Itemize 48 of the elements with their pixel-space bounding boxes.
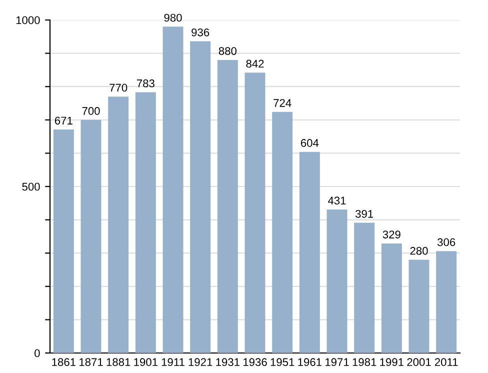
- bar: [381, 243, 402, 353]
- data-label: 783: [136, 79, 154, 88]
- bar: [53, 130, 74, 353]
- x-tick-label: 1991: [380, 358, 404, 366]
- bar: [217, 60, 238, 353]
- bar: [244, 72, 266, 353]
- data-label: 980: [164, 14, 182, 22]
- data-label: 431: [328, 196, 346, 205]
- data-label: 671: [54, 116, 72, 125]
- bar: [299, 152, 320, 353]
- bar: [408, 260, 430, 353]
- x-tick-label: 1881: [106, 358, 130, 366]
- x-tick-label: 1871: [79, 358, 103, 366]
- data-label: 700: [82, 107, 100, 115]
- bar: [135, 92, 156, 353]
- y-tick-label: 0: [34, 349, 40, 358]
- data-label: 724: [274, 99, 292, 107]
- bar: [80, 120, 102, 353]
- bar: [190, 41, 211, 353]
- bar: [272, 112, 293, 353]
- bar: [436, 251, 457, 353]
- data-label: 306: [437, 238, 456, 246]
- bar: [326, 209, 348, 353]
- x-tick-label: 1961: [298, 358, 322, 366]
- data-label: 391: [355, 210, 374, 218]
- data-label: 280: [410, 246, 428, 255]
- x-tick-label: 1931: [216, 358, 240, 366]
- bar: [354, 222, 375, 353]
- x-tick-label: 1901: [134, 358, 158, 366]
- data-label: 842: [246, 60, 264, 68]
- y-tick-label: 1000: [16, 16, 40, 24]
- x-tick-label: 2011: [434, 358, 458, 366]
- data-label: 604: [300, 139, 319, 147]
- x-tick-label: 1971: [325, 358, 349, 366]
- data-label: 329: [382, 230, 400, 238]
- data-label: 936: [192, 28, 210, 36]
- x-tick-label: 1861: [52, 358, 76, 366]
- bar: [108, 96, 129, 353]
- x-tick-label: 1936: [243, 358, 267, 366]
- bar: [162, 26, 184, 353]
- y-tick-label: 500: [22, 182, 40, 191]
- data-label: 770: [110, 84, 128, 92]
- x-tick-label: 2001: [407, 358, 431, 366]
- x-tick-label: 1981: [352, 358, 376, 366]
- x-tick-label: 1921: [188, 358, 212, 366]
- x-tick-label: 1911: [162, 358, 184, 366]
- data-label: 880: [218, 47, 236, 55]
- x-tick-label: 1951: [270, 358, 294, 366]
